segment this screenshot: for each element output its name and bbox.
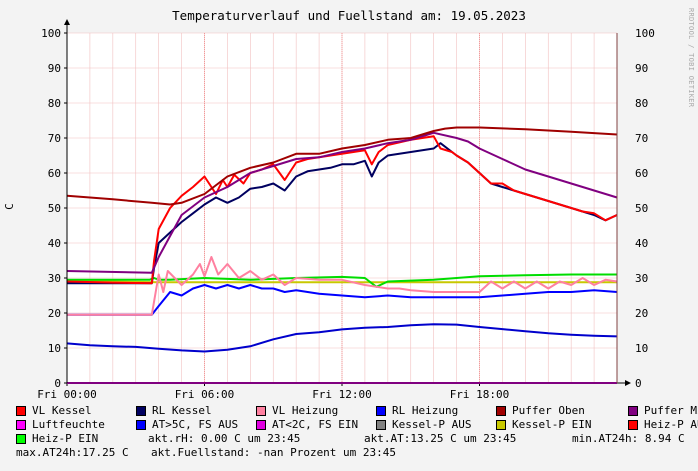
legend-swatch [256, 420, 266, 430]
y-tick-label-right: 20 [635, 307, 648, 320]
legend-swatch [628, 420, 638, 430]
legend-label: Kessel-P EIN [512, 418, 592, 431]
y-tick-label-left: 90 [48, 62, 61, 75]
legend-swatch [376, 406, 386, 416]
legend-item: RL Kessel [136, 404, 256, 418]
legend-swatch [16, 406, 26, 416]
y-tick-label-right: 100 [635, 27, 655, 40]
y-tick-label-right: 90 [635, 62, 648, 75]
legend-item: Heiz-P AUS [628, 418, 698, 432]
y-axis-arrow [64, 19, 70, 25]
series-line [66, 323, 618, 353]
y-tick-label-right: 50 [635, 202, 648, 215]
legend-label: Puffer Mitte [644, 404, 698, 417]
plot-area: 0 0 10 10 20 20 30 30 40 40 50 50 60 60 70 70 80 80 90 90 10… [37, 19, 655, 400]
legend-swatch [376, 420, 386, 430]
legend-swatch [16, 420, 26, 430]
x-tick-label: Fri 00:00 [37, 388, 97, 400]
legend-row-1: VL Kessel RL Kessel VL Heizung RL Heizung Pu… [16, 404, 698, 418]
stat-fuellstand: akt.Fuellstand: -nan Prozent um 23:45 [151, 446, 397, 459]
legend-swatch [256, 406, 266, 416]
legend-row-3: Heiz-P EIN akt.rH: 0.00 C um 23:45 akt.A… [16, 432, 698, 446]
x-tick-label: Fri 18:00 [450, 388, 510, 400]
legend-row-4: max.AT24h:17.25 C akt.Fuellstand: -nan P… [16, 446, 698, 460]
y-tick-label-right: 70 [635, 132, 648, 145]
y-tick-label-left: 60 [48, 167, 61, 180]
legend: VL Kessel RL Kessel VL Heizung RL Heizung Pu… [16, 404, 698, 460]
y-tick-label-left: 80 [48, 97, 61, 110]
legend-label: AT<2C, FS EIN [272, 418, 359, 431]
legend-label: RL Heizung [392, 404, 459, 417]
legend-label: Heiz-P AUS [644, 418, 698, 431]
y-tick-label-right: 60 [635, 167, 648, 180]
legend-item: Puffer Mitte [628, 404, 698, 418]
legend-label: Heiz-P EIN [32, 432, 99, 445]
series-line [66, 131, 618, 274]
legend-label: Puffer Oben [512, 404, 585, 417]
legend-item: AT<2C, FS EIN [256, 418, 376, 432]
series-line [66, 135, 618, 285]
legend-swatch [496, 406, 506, 416]
legend-swatch [16, 434, 26, 444]
legend-label: Luftfeuchte [32, 418, 105, 431]
y-tick-label-right: 10 [635, 342, 648, 355]
y-tick-label-left: 40 [48, 237, 61, 250]
series-line [67, 284, 618, 316]
stat-min: min.AT24h: 8.94 C [572, 432, 685, 445]
legend-label: Kessel-P AUS [392, 418, 472, 431]
legend-item: Luftfeuchte [16, 418, 136, 432]
y-tick-label-left: 70 [48, 132, 61, 145]
x-axis-arrow [625, 380, 631, 386]
y-tick-label-left: 20 [48, 307, 61, 320]
x-tick-label: Fri 12:00 [312, 388, 372, 400]
legend-item-heiz-p-ein: Heiz-P EIN [16, 432, 126, 446]
y-tick-label-right: 30 [635, 272, 648, 285]
legend-item: VL Heizung [256, 404, 376, 418]
legend-item: RL Heizung [376, 404, 496, 418]
y-tick-label-right: 0 [635, 377, 642, 390]
stat-at: akt.AT:13.25 C um 23:45 [364, 432, 517, 445]
legend-label: RL Kessel [152, 404, 212, 417]
rrdtool-credit: RRDTOOL / TOBI OETIKER [687, 8, 695, 108]
y-tick-label-left: 30 [48, 272, 61, 285]
legend-swatch [496, 420, 506, 430]
stat-rh: akt.rH: 0.00 C um 23:45 [148, 432, 301, 445]
legend-item: Kessel-P AUS [376, 418, 496, 432]
legend-item: AT>5C, FS AUS [136, 418, 256, 432]
legend-label: VL Kessel [32, 404, 92, 417]
x-tick-label: Fri 06:00 [175, 388, 235, 400]
legend-item: Kessel-P EIN [496, 418, 628, 432]
legend-swatch [136, 420, 146, 430]
y-tick-label-left: 0 [54, 377, 61, 390]
y-tick-label-left: 100 [41, 27, 61, 40]
stat-max: max.AT24h:17.25 C [16, 446, 129, 459]
chart-title: Temperaturverlauf und Fuellstand am: 19.… [172, 8, 526, 23]
legend-row-2: Luftfeuchte AT>5C, FS AUS AT<2C, FS EIN Kes… [16, 418, 698, 432]
y-tick-label-left: 50 [48, 202, 61, 215]
series-line [66, 126, 618, 206]
legend-label: AT>5C, FS AUS [152, 418, 239, 431]
legend-item: VL Kessel [16, 404, 136, 418]
legend-swatch [628, 406, 638, 416]
legend-swatch [136, 406, 146, 416]
y-tick-label-right: 80 [635, 97, 648, 110]
legend-item: Puffer Oben [496, 404, 628, 418]
series-line [67, 256, 618, 316]
y-tick-label-left: 10 [48, 342, 61, 355]
legend-label: VL Heizung [272, 404, 339, 417]
y-tick-label-right: 40 [635, 237, 648, 250]
